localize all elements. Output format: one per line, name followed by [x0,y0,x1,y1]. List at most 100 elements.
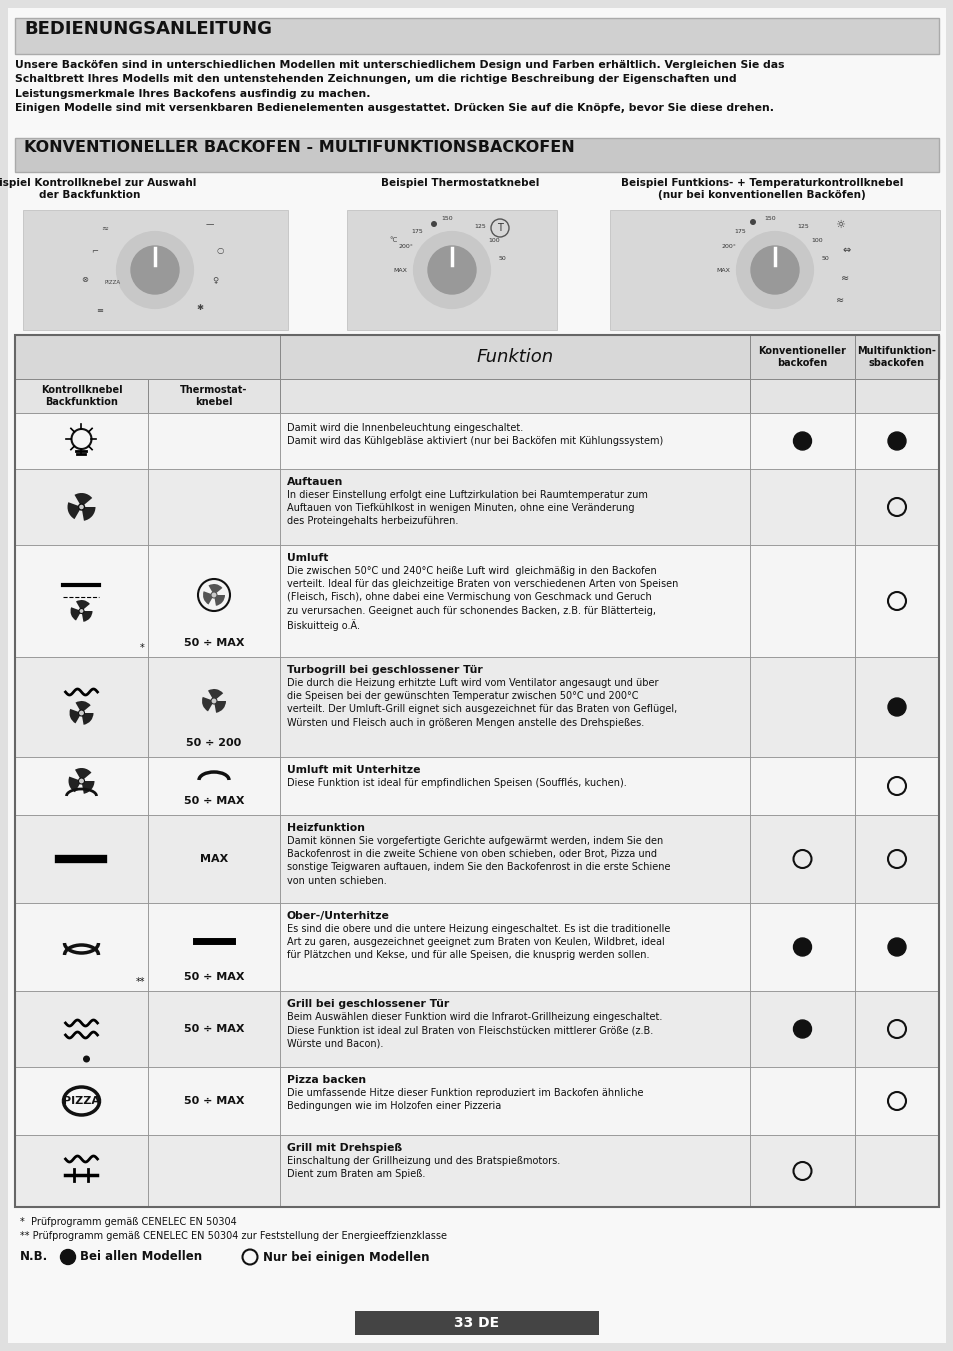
Circle shape [887,698,905,716]
Text: 200°: 200° [397,245,413,249]
Text: Unsere Backöfen sind in unterschiedlichen Modellen mit unterschiedlichem Design : Unsere Backöfen sind in unterschiedliche… [15,59,783,113]
Circle shape [211,698,216,704]
Bar [609,209,939,330]
Wedge shape [202,697,213,712]
Circle shape [887,432,905,450]
Bar [280,469,749,544]
Text: ♀: ♀ [212,276,218,285]
Text: —: — [206,220,214,230]
Bar [749,380,854,413]
Text: Die durch die Heizung erhitzte Luft wird vom Ventilator angesaugt und über
die S: Die durch die Heizung erhitzte Luft wird… [287,678,677,728]
Wedge shape [76,600,90,611]
Text: Grill bei geschlossener Tür: Grill bei geschlossener Tür [287,998,449,1009]
Text: Beispiel Funtkions- + Temperaturkontrollknebel
(nur bei konventionellen Backöfen: Beispiel Funtkions- + Temperaturkontroll… [620,178,902,200]
Text: KONVENTIONELLER BACKOFEN - MULTIFUNKTIONSBACKOFEN: KONVENTIONELLER BACKOFEN - MULTIFUNKTION… [24,141,574,155]
Circle shape [78,711,85,716]
Bar [148,992,280,1067]
Text: 100: 100 [811,238,822,243]
Wedge shape [213,701,226,713]
Text: Heizfunktion: Heizfunktion [287,823,365,834]
Wedge shape [81,611,92,621]
Bar [15,1067,148,1135]
Bar [15,335,938,380]
Wedge shape [68,503,81,519]
Text: Die zwischen 50°C und 240°C heiße Luft wird  gleichmäßig in den Backofen
verteil: Die zwischen 50°C und 240°C heiße Luft w… [287,566,678,631]
Text: Damit können Sie vorgefertigte Gerichte aufgewärmt werden, indem Sie den
Backofe: Damit können Sie vorgefertigte Gerichte … [287,836,670,886]
Circle shape [431,222,436,227]
Text: Ober-/Unterhitze: Ober-/Unterhitze [287,911,390,921]
Circle shape [83,1055,90,1062]
Wedge shape [203,592,213,604]
Bar [23,209,288,330]
Circle shape [79,608,84,613]
Circle shape [749,219,755,226]
Circle shape [211,592,216,598]
Text: ≈: ≈ [840,273,848,282]
Text: ○: ○ [216,246,223,254]
Circle shape [131,246,179,295]
Bar [280,757,749,815]
Bar [854,469,938,544]
Wedge shape [70,709,81,723]
Text: Thermostat-
knebel: Thermostat- knebel [180,385,248,407]
Bar [854,1067,938,1135]
Text: ⇔: ⇔ [842,245,850,255]
Bar [148,657,280,757]
Text: Turbogrill bei geschlossener Tür: Turbogrill bei geschlossener Tür [287,665,482,676]
Text: 50 ÷ MAX: 50 ÷ MAX [184,638,244,648]
Text: ☼: ☼ [834,220,844,230]
Wedge shape [69,777,81,792]
Bar [15,138,938,172]
Circle shape [793,938,811,957]
Text: ≈: ≈ [835,295,843,305]
Bar [749,757,854,815]
Text: ⊗: ⊗ [81,276,89,285]
Bar [280,1067,749,1135]
Text: °C: °C [390,236,397,243]
Text: 100: 100 [488,238,500,243]
Wedge shape [75,701,91,713]
Text: 175: 175 [411,228,422,234]
Text: Es sind die obere und die untere Heizung eingeschaltet. Es ist die traditionelle: Es sind die obere und die untere Heizung… [287,924,670,961]
Bar [854,413,938,469]
Bar [854,657,938,757]
Bar [15,657,148,757]
Wedge shape [75,767,91,781]
Text: 175: 175 [734,228,745,234]
Bar [148,757,280,815]
Text: Die umfassende Hitze dieser Funktion reproduziert im Backofen ähnliche
Bedingung: Die umfassende Hitze dieser Funktion rep… [287,1088,643,1112]
Bar [347,209,557,330]
Text: Beispiel Kontrollknebel zur Auswahl
der Backfunktion: Beispiel Kontrollknebel zur Auswahl der … [0,178,196,200]
Text: Umluft mit Unterhitze: Umluft mit Unterhitze [287,765,420,775]
Bar [280,902,749,992]
Bar [280,1135,749,1206]
Bar [15,335,938,1206]
Bar [854,992,938,1067]
Circle shape [60,1250,75,1265]
Wedge shape [213,594,225,605]
Bar [749,657,854,757]
Bar [749,815,854,902]
Bar [148,413,280,469]
Text: PIZZA: PIZZA [63,1096,100,1106]
Bar [749,544,854,657]
Text: 125: 125 [797,224,808,228]
Bar [15,335,280,380]
Text: 50 ÷ MAX: 50 ÷ MAX [184,1096,244,1106]
Text: ✱: ✱ [196,304,203,312]
Text: *: * [140,643,145,653]
Bar [15,902,148,992]
Text: Damit wird die Innenbeleuchtung eingeschaltet.
Damit wird das Kühlgebläse aktivi: Damit wird die Innenbeleuchtung eingesch… [287,423,662,446]
Bar [15,992,148,1067]
Text: 200°: 200° [720,245,736,249]
Bar [15,380,148,413]
Text: Beispiel Thermostatknebel: Beispiel Thermostatknebel [380,178,538,188]
Text: 50 ÷ MAX: 50 ÷ MAX [184,1024,244,1034]
Text: Multifunktion-
sbackofen: Multifunktion- sbackofen [857,346,936,367]
Circle shape [116,231,193,308]
Bar [15,1135,148,1206]
Bar [854,1135,938,1206]
Text: 150: 150 [441,216,453,220]
Wedge shape [71,607,81,620]
Text: MAX: MAX [716,267,729,273]
